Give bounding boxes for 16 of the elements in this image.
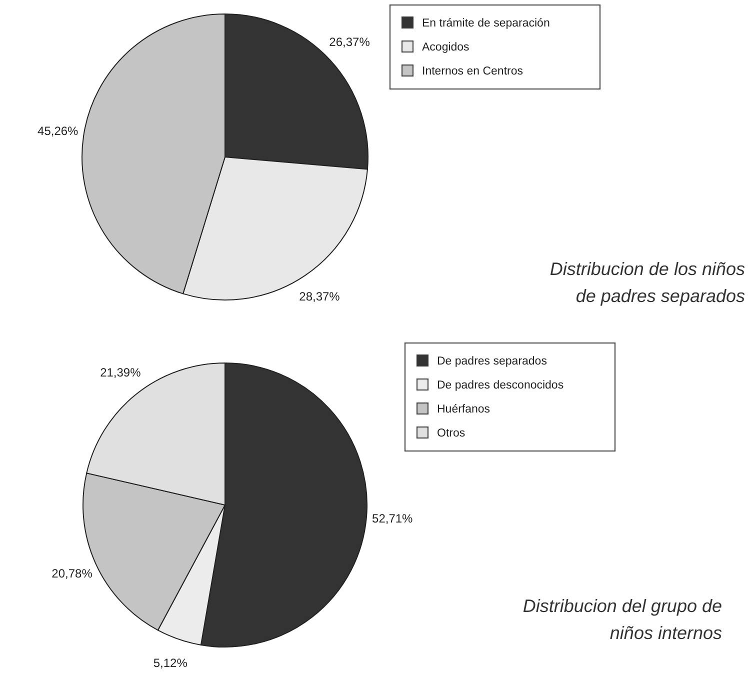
legend-label: Otros — [437, 428, 466, 440]
legend-label: Internos en Centros — [422, 66, 524, 78]
data-label: 5,12% — [153, 656, 188, 670]
legend-label: De padres separados — [437, 356, 548, 368]
data-label: 28,37% — [299, 289, 340, 304]
legend-label: De padres desconocidos — [437, 380, 564, 392]
legend-label: Huérfanos — [437, 404, 490, 416]
legend-label: En trámite de separación — [422, 18, 550, 30]
data-label: 20,78% — [52, 566, 93, 581]
legend-label: Acogidos — [422, 42, 470, 54]
data-label: 21,39% — [100, 366, 142, 380]
text: Distribucion de los niños de padres separados — [550, 259, 745, 306]
data-label: 45,26% — [38, 124, 79, 138]
data-label: 26,37% — [329, 34, 370, 49]
text: Distribucion del grupo de niños internos — [522, 596, 722, 643]
data-label: 52,71% — [372, 511, 414, 526]
